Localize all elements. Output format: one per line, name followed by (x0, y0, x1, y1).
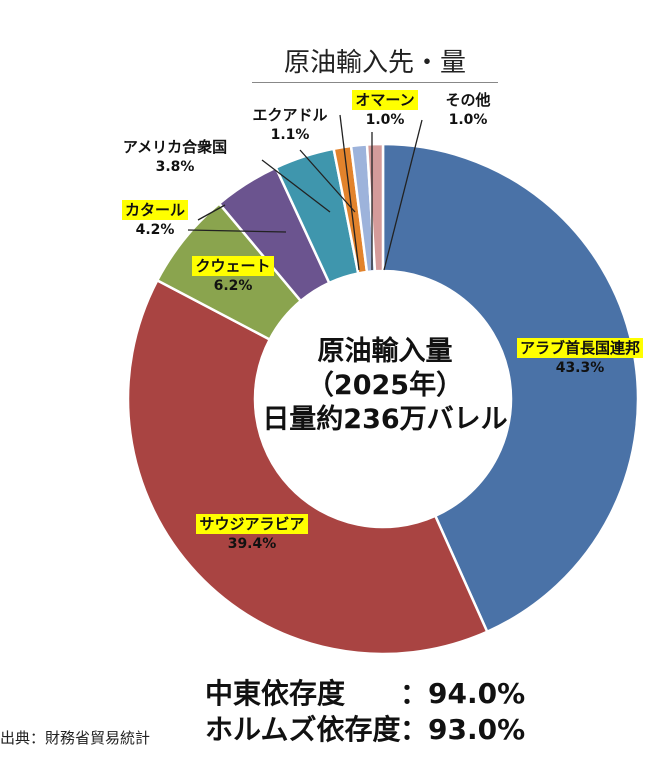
slice-percent: 4.2% (135, 222, 175, 238)
leader-line (383, 119, 423, 271)
stat-row-hormuz: ホルムズ依存度 ：93.0% (205, 712, 525, 748)
slice-name: アラブ首長国連邦 (516, 338, 643, 358)
slice-label-kuwait: クウェート 6.2% (178, 256, 288, 296)
slice-name: クウェート (192, 256, 274, 276)
slice-2 (126, 278, 489, 656)
donut-center-text: 原油輸入量 （2025年） 日量約236万バレル (240, 335, 530, 437)
slice-name: アメリカ合衆国 (122, 138, 228, 156)
slice-percent: 43.3% (555, 360, 605, 376)
source-note: 出典：財務省貿易統計 (0, 729, 151, 747)
slice-label-ecuador: エクアドル 1.1% (240, 105, 340, 145)
slice-percent: 3.8% (155, 159, 195, 175)
slice-1 (381, 142, 640, 634)
slice-percent: 1.0% (365, 112, 405, 128)
slice-percent: 1.1% (270, 127, 310, 143)
slice-percent: 39.4% (227, 536, 277, 552)
slice-label-usa: アメリカ合衆国 3.8% (100, 137, 250, 177)
center-line-2: （2025年） (306, 370, 464, 401)
stat-value: ：93.0% (400, 713, 526, 746)
stat-label: ホルムズ依存度 (205, 713, 401, 746)
chart-title: 原油輸入先・量 (283, 48, 466, 78)
slice-label-uae: アラブ首長国連邦 43.3% (500, 338, 660, 378)
leader-line (197, 204, 226, 221)
center-line-3: 日量約236万バレル (262, 404, 508, 435)
leader-line (261, 159, 331, 213)
center-line-1: 原油輸入量 (317, 336, 453, 367)
slice-name: その他 (445, 91, 491, 109)
leader-line (299, 149, 356, 213)
slice-percent: 1.0% (448, 112, 488, 128)
title-underline (252, 82, 498, 83)
dependency-stats: 中東依存度 ：94.0% ホルムズ依存度 ：93.0% (205, 676, 525, 748)
stat-row-middle-east: 中東依存度 ：94.0% (205, 676, 525, 712)
slice-label-saudi: サウジアラビア 39.4% (182, 514, 322, 554)
stat-label: 中東依存度 (205, 677, 346, 710)
stat-value: ：94.0% (400, 677, 526, 710)
slice-percent: 6.2% (213, 278, 253, 294)
slice-label-qatar: カタール 4.2% (100, 200, 210, 240)
slice-label-oman: オマーン 1.0% (342, 90, 428, 130)
leader-line (339, 114, 360, 271)
slice-name: サウジアラビア (196, 514, 308, 534)
slice-label-other: その他 1.0% (428, 90, 508, 130)
slice-name: カタール (121, 200, 188, 220)
slice-name: オマーン (352, 90, 418, 110)
slice-name: エクアドル (252, 106, 328, 124)
leader-line (187, 229, 287, 233)
